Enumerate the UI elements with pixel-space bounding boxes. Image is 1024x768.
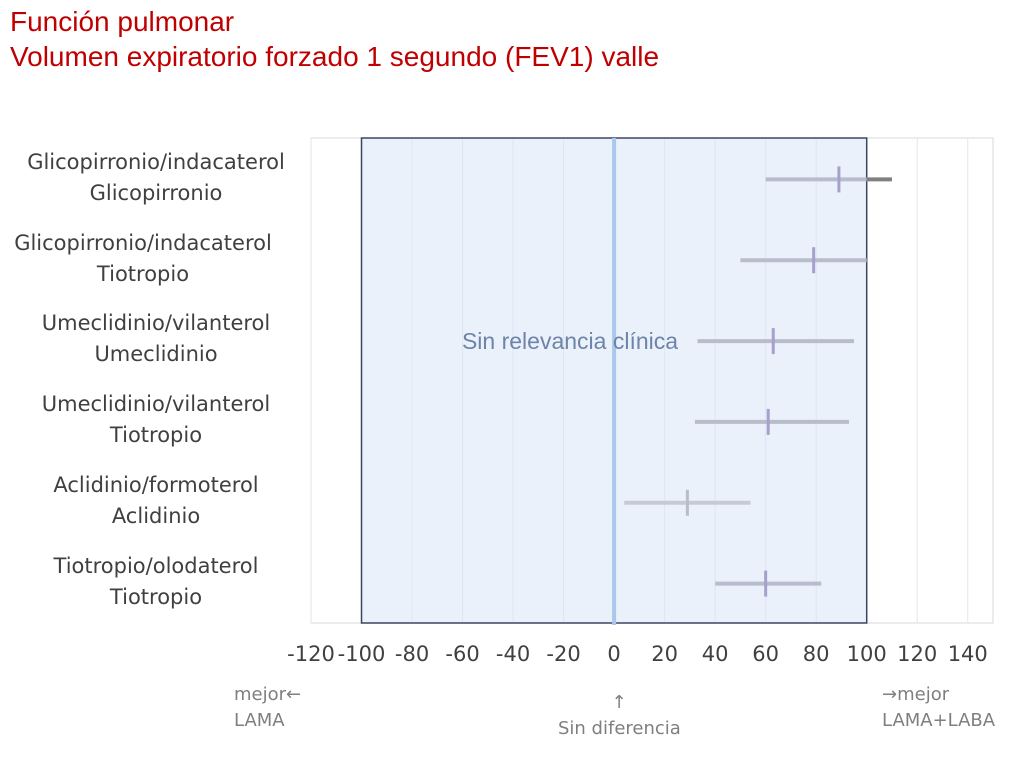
x-tick-label: 0 <box>607 642 621 666</box>
x-tick-label: 120 <box>897 642 938 666</box>
category-label: Umeclidinio/vilanterol Tiotropio <box>6 389 306 451</box>
x-tick-label: -40 <box>495 642 531 666</box>
note-better-lama: mejor← LAMA <box>234 682 301 734</box>
chart-title-line1: Función pulmonar <box>10 6 235 37</box>
note-better-lama-line1: mejor← <box>234 684 302 705</box>
x-tick-label: -120 <box>287 642 335 666</box>
category-label: Glicopirronio/indacaterol Tiotropio <box>0 228 293 290</box>
x-tick-label: -100 <box>337 642 386 666</box>
category-label-line1: Aclidinio/formoterol <box>53 473 259 497</box>
category-label-line2: Tiotropio <box>109 585 203 609</box>
note-no-difference: ↑ Sin diferencia <box>558 690 681 742</box>
category-label-line1: Umeclidinio/vilanterol <box>41 311 271 335</box>
category-label-line2: Glicopirronio <box>89 181 223 205</box>
x-tick-label: 40 <box>701 642 729 666</box>
category-label: Glicopirronio/indacaterol Glicopirronio <box>6 147 306 209</box>
category-label-line2: Aclidinio <box>111 504 201 528</box>
note-better-lama-laba: →mejor LAMA+LABA <box>882 682 995 734</box>
note-better-lama-line2: LAMA <box>234 710 285 731</box>
x-tick-label: 80 <box>802 642 830 666</box>
x-tick-label: 100 <box>846 642 887 666</box>
category-label-line1: Glicopirronio/indacaterol <box>14 231 272 255</box>
category-label: Umeclidinio/vilanterol Umeclidinio <box>6 308 306 370</box>
x-tick-label: 140 <box>947 642 988 666</box>
x-tick-label: -60 <box>445 642 480 666</box>
region-label: Sin relevancia clínica <box>462 328 678 354</box>
category-label-line2: Umeclidinio <box>94 342 218 366</box>
category-label-line1: Tiotropio/olodaterol <box>53 554 259 578</box>
note-no-difference-arrow: ↑ <box>611 692 627 713</box>
note-no-difference-text: Sin diferencia <box>558 718 681 739</box>
category-label: Tiotropio/olodaterol Tiotropio <box>6 551 306 613</box>
x-tick-label: -80 <box>394 642 430 666</box>
category-label: Aclidinio/formoterol Aclidinio <box>6 470 306 532</box>
note-better-lama-laba-line1: →mejor <box>882 684 950 705</box>
chart-title: Función pulmonar Volumen expiratorio for… <box>10 4 659 74</box>
x-tick-label: -20 <box>546 642 581 666</box>
x-tick-label: 20 <box>651 642 678 666</box>
category-label-line1: Glicopirronio/indacaterol <box>27 150 285 174</box>
note-better-lama-laba-line2: LAMA+LABA <box>882 710 996 731</box>
x-tick-label: 60 <box>752 642 780 666</box>
category-label-line1: Umeclidinio/vilanterol <box>41 392 271 416</box>
chart-title-line2: Volumen expiratorio forzado 1 segundo (F… <box>10 41 660 72</box>
category-label-line2: Tiotropio <box>109 423 203 447</box>
category-label-line2: Tiotropio <box>96 262 190 286</box>
